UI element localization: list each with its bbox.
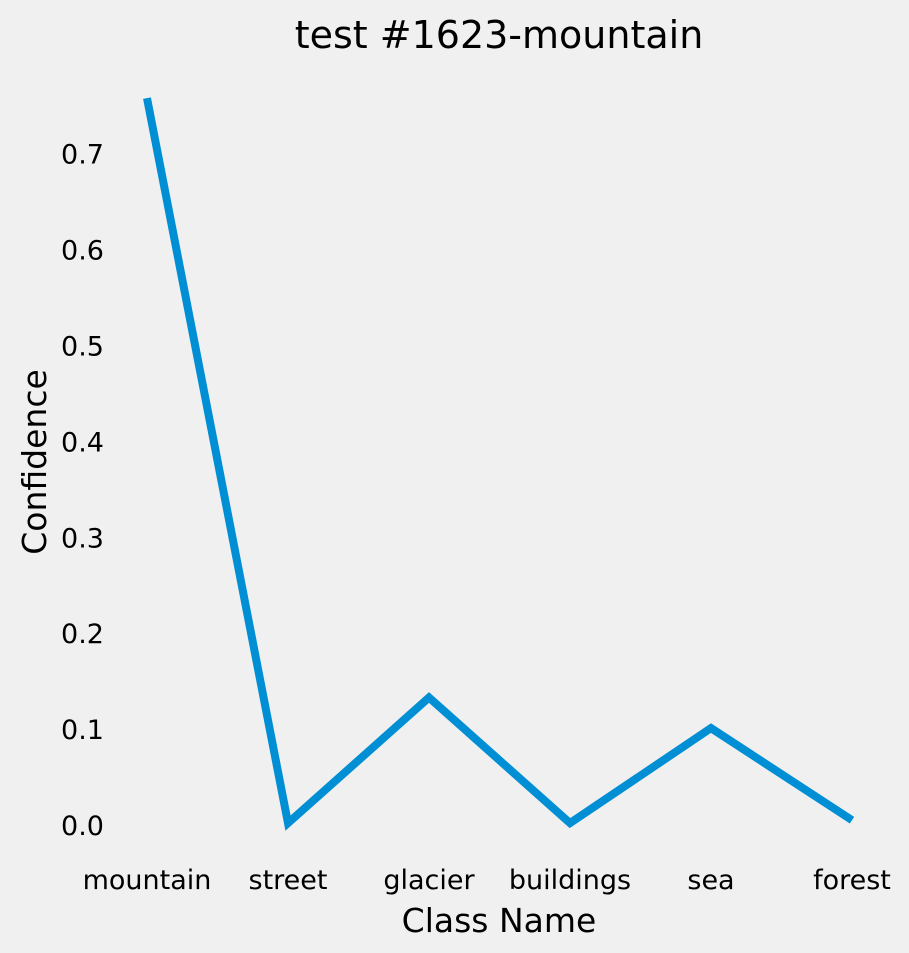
- x-tick-label-mountain: mountain: [83, 865, 212, 896]
- y-tick-label: 0.5: [61, 332, 104, 363]
- y-axis-ticks: 0.0 0.1 0.2 0.3 0.4 0.5 0.6 0.7: [61, 140, 104, 842]
- x-tick-label-sea: sea: [687, 865, 734, 896]
- y-tick-label: 0.6: [61, 236, 104, 267]
- y-tick-label: 0.2: [61, 619, 104, 650]
- series-line-0: [143, 97, 855, 831]
- y-tick-label: 0.3: [61, 523, 104, 554]
- y-axis-label: Confidence: [15, 369, 54, 555]
- x-tick-label-buildings: buildings: [509, 865, 631, 896]
- y-tick-label: 0.1: [61, 715, 104, 746]
- x-tick-label-forest: forest: [813, 865, 891, 896]
- series-layer: [143, 97, 855, 831]
- x-axis-ticks: mountain street glacier buildings sea forest: [83, 865, 891, 896]
- y-tick-label: 0.0: [61, 811, 104, 842]
- y-tick-label: 0.7: [61, 140, 104, 171]
- y-tick-label: 0.4: [61, 427, 104, 458]
- x-axis-label: Class Name: [402, 901, 597, 940]
- chart-title: test #1623-mountain: [295, 13, 704, 57]
- x-tick-label-glacier: glacier: [383, 865, 475, 896]
- x-tick-label-street: street: [249, 865, 328, 896]
